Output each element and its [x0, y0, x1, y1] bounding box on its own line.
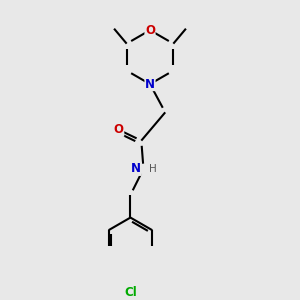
Text: N: N [131, 162, 141, 176]
Text: H: H [149, 164, 157, 174]
Text: Cl: Cl [124, 286, 137, 299]
Text: N: N [145, 78, 155, 91]
Text: O: O [114, 123, 124, 136]
Text: O: O [145, 24, 155, 37]
